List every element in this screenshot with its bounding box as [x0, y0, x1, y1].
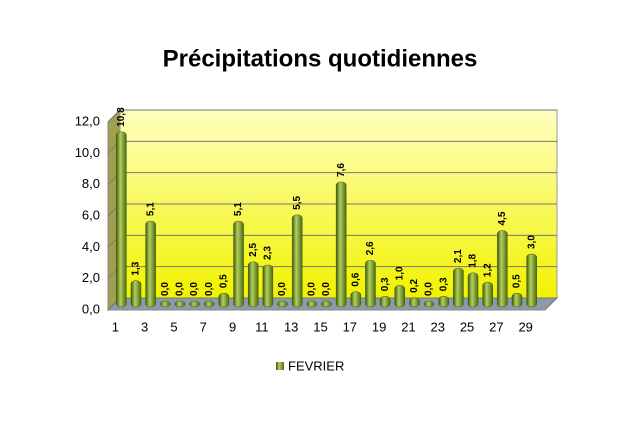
x-tick-label: 21 — [401, 319, 415, 334]
y-tick-label: 0,0 — [82, 301, 100, 316]
x-tick-label: 11 — [255, 319, 269, 334]
bar — [497, 230, 508, 308]
bar — [423, 300, 435, 308]
y-tick-label: 12,0 — [75, 113, 100, 128]
legend-swatch — [276, 362, 284, 370]
bar — [467, 272, 479, 308]
chart-title: Précipitations quotidiennes — [163, 45, 478, 72]
bar — [130, 280, 142, 308]
x-tick-label: 5 — [170, 319, 177, 334]
x-tick-label: 23 — [431, 319, 445, 334]
data-label: 3,0 — [526, 235, 537, 249]
bar — [379, 296, 391, 308]
bar — [145, 220, 156, 308]
bar — [247, 261, 259, 308]
data-label: 0,0 — [306, 282, 317, 296]
data-label: 1,3 — [131, 261, 142, 275]
data-label: 0,3 — [438, 277, 449, 291]
bar — [526, 253, 537, 308]
data-label: 0,0 — [175, 282, 186, 296]
bar — [321, 300, 332, 308]
bar — [174, 300, 186, 308]
x-tick-label: 27 — [489, 319, 503, 334]
bar — [204, 300, 215, 308]
bar — [409, 297, 420, 308]
plot-area: 0,0 2,0 4,0 6,0 8,0 10,0 12,0 1 10,8 1,3 3 5,1 0,0 5 0… — [75, 107, 559, 334]
data-label: 5,5 — [292, 195, 303, 209]
data-label: 2,6 — [365, 241, 376, 255]
x-tick-label: 7 — [200, 319, 207, 334]
x-tick-label: 25 — [460, 319, 474, 334]
legend-label: FEVRIER — [288, 358, 344, 373]
x-tick-label: 13 — [284, 319, 298, 334]
data-label: 0,5 — [219, 274, 230, 288]
data-label: 4,5 — [497, 211, 508, 225]
x-tick-label: 9 — [229, 319, 236, 334]
bar — [262, 264, 274, 308]
data-label: 2,5 — [248, 242, 259, 256]
y-tick-label: 2,0 — [82, 270, 100, 285]
data-label: 1,8 — [468, 253, 479, 267]
bar — [350, 291, 362, 308]
bar — [335, 181, 347, 308]
x-tick-label: 3 — [141, 319, 148, 334]
y-tick-label: 10,0 — [75, 145, 100, 160]
x-tick-label: 19 — [372, 319, 386, 334]
bar — [482, 281, 493, 308]
y-tick-label: 4,0 — [82, 239, 100, 254]
bar — [291, 214, 303, 308]
bar — [306, 300, 318, 308]
data-label: 0,2 — [409, 279, 420, 293]
data-label: 0,0 — [277, 282, 288, 296]
data-label: 7,6 — [336, 163, 347, 177]
data-label: 10,8 — [116, 107, 127, 127]
bar — [453, 267, 464, 308]
x-tick-label: 17 — [343, 319, 357, 334]
data-label: 2,1 — [453, 249, 464, 263]
bar — [160, 300, 171, 308]
data-label: 1,0 — [394, 266, 405, 280]
data-label: 0,0 — [189, 282, 200, 296]
data-label: 0,6 — [350, 272, 361, 286]
x-tick-label: 1 — [112, 319, 119, 334]
bar — [277, 300, 288, 308]
data-label: 5,1 — [233, 202, 244, 216]
y-tick-label: 6,0 — [82, 207, 100, 222]
x-tick-label: 15 — [313, 319, 327, 334]
data-label: 0,0 — [204, 282, 215, 296]
data-label: 0,5 — [512, 274, 523, 288]
y-tick-label: 8,0 — [82, 176, 100, 191]
data-label: 0,0 — [424, 282, 435, 296]
data-label: 5,1 — [145, 202, 156, 216]
grid-line — [107, 109, 121, 123]
data-label: 0,0 — [160, 282, 171, 296]
data-label: 1,2 — [482, 263, 493, 277]
bar — [438, 296, 449, 308]
bar — [189, 300, 200, 308]
bar — [116, 131, 127, 308]
bar — [511, 292, 523, 308]
data-label: 0,3 — [380, 277, 391, 291]
bar — [233, 220, 244, 308]
bar — [218, 292, 230, 308]
bar — [394, 285, 406, 308]
x-tick-label: 29 — [518, 319, 532, 334]
bar — [365, 260, 376, 308]
data-label: 0,0 — [321, 282, 332, 296]
data-label: 2,3 — [263, 246, 274, 260]
